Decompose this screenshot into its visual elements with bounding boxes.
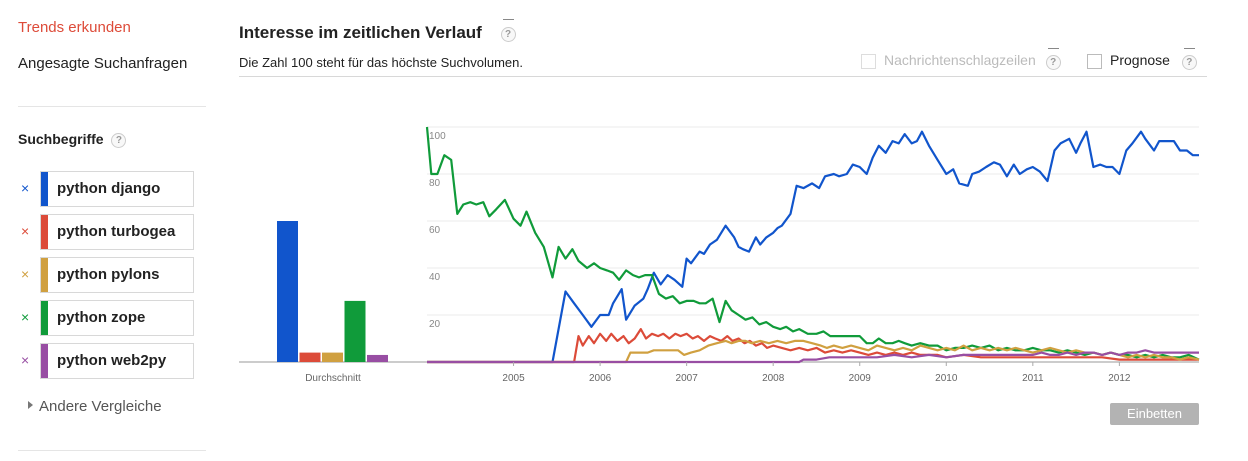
help-icon[interactable]: ? bbox=[1181, 47, 1197, 70]
chart-grid: 20 40 60 80 100 bbox=[427, 126, 1199, 330]
remove-term-icon[interactable]: × bbox=[21, 223, 30, 239]
search-term-input[interactable]: python web2py bbox=[40, 343, 194, 379]
checkbox-icon bbox=[861, 53, 876, 69]
remove-term-icon[interactable]: × bbox=[21, 266, 30, 282]
x-tick-label: 2009 bbox=[849, 373, 872, 384]
remove-term-icon[interactable]: × bbox=[21, 309, 30, 325]
help-icon[interactable]: ? bbox=[500, 18, 516, 44]
series-color-swatch bbox=[41, 344, 48, 378]
series-line[interactable] bbox=[427, 130, 1199, 364]
chart-axes: 2005 2006 2007 2008 2009 2010 2011 2012 bbox=[502, 362, 1131, 384]
nav-trends-explore[interactable]: Trends erkunden bbox=[18, 19, 131, 36]
chart-title: Interesse im zeitlichen Verlauf bbox=[239, 23, 482, 42]
average-bar-chart: Durchschnitt bbox=[239, 221, 1199, 384]
x-tick-label: 2006 bbox=[589, 373, 612, 384]
search-terms-title: Suchbegriffe bbox=[18, 131, 104, 147]
checkbox-icon bbox=[1087, 53, 1102, 69]
average-bar[interactable] bbox=[299, 352, 321, 362]
other-comparisons-toggle[interactable]: Andere Vergleiche bbox=[28, 398, 162, 415]
average-bar[interactable] bbox=[322, 352, 343, 362]
series-color-swatch bbox=[41, 215, 48, 249]
x-tick-label: 2012 bbox=[1108, 373, 1131, 384]
help-glyph: ? bbox=[1045, 54, 1061, 70]
help-icon[interactable]: ? bbox=[1045, 47, 1061, 70]
remove-term-icon[interactable]: × bbox=[21, 352, 30, 368]
average-label: Durchschnitt bbox=[305, 373, 361, 384]
y-tick-label: 60 bbox=[429, 225, 441, 236]
average-bar[interactable] bbox=[367, 354, 388, 362]
forecast-label: Prognose bbox=[1110, 52, 1170, 68]
other-comparisons-label: Andere Vergleiche bbox=[39, 398, 162, 415]
remove-term-icon[interactable]: × bbox=[21, 180, 30, 196]
news-headlines-checkbox[interactable]: Nachrichtenschlagzeilen ? bbox=[861, 47, 1061, 70]
series-line[interactable] bbox=[427, 328, 1199, 364]
line-chart-series bbox=[425, 126, 1200, 364]
search-term-item: × python django bbox=[18, 171, 206, 207]
series-color-swatch bbox=[41, 301, 48, 335]
x-tick-label: 2008 bbox=[762, 373, 785, 384]
help-icon[interactable]: ? bbox=[111, 132, 127, 148]
x-tick-label: 2005 bbox=[502, 373, 525, 384]
series-line[interactable] bbox=[425, 126, 1200, 361]
search-term-item: × python turbogea bbox=[18, 214, 206, 250]
series-color-swatch bbox=[41, 258, 48, 292]
nav-trending-searches[interactable]: Angesagte Suchanfragen bbox=[18, 55, 188, 72]
search-term-label: python web2py bbox=[57, 352, 167, 369]
divider bbox=[18, 450, 206, 451]
y-tick-label: 40 bbox=[429, 272, 441, 283]
x-tick-label: 2011 bbox=[1022, 373, 1044, 384]
search-term-input[interactable]: python zope bbox=[40, 300, 194, 336]
search-term-input[interactable]: python django bbox=[40, 171, 194, 207]
search-term-item: × python pylons bbox=[18, 257, 206, 293]
divider bbox=[18, 106, 206, 107]
chart-subtitle: Die Zahl 100 steht für das höchste Suchv… bbox=[239, 55, 523, 70]
page-title: Interesse im zeitlichen Verlauf ? bbox=[239, 18, 516, 44]
y-tick-label: 100 bbox=[429, 131, 446, 142]
y-tick-label: 80 bbox=[429, 178, 441, 189]
search-term-item: × python zope bbox=[18, 300, 206, 336]
search-term-item: × python web2py bbox=[18, 343, 206, 379]
help-glyph: ? bbox=[500, 26, 516, 42]
series-line[interactable] bbox=[427, 349, 1199, 364]
news-headlines-label: Nachrichtenschlagzeilen bbox=[884, 52, 1036, 68]
series-color-swatch bbox=[41, 172, 48, 206]
search-term-input[interactable]: python pylons bbox=[40, 257, 194, 293]
search-term-label: python turbogea bbox=[57, 223, 176, 240]
x-tick-label: 2007 bbox=[676, 373, 699, 384]
average-bar[interactable] bbox=[344, 300, 366, 362]
search-term-input[interactable]: python turbogea bbox=[40, 214, 194, 250]
forecast-checkbox[interactable]: Prognose ? bbox=[1087, 47, 1197, 70]
header-divider bbox=[239, 76, 1207, 77]
y-tick-label: 20 bbox=[429, 319, 441, 330]
search-term-label: python django bbox=[57, 180, 161, 197]
search-terms-heading: Suchbegriffe ? bbox=[18, 131, 127, 148]
search-term-label: python pylons bbox=[57, 266, 160, 283]
help-glyph: ? bbox=[1181, 54, 1197, 70]
embed-button[interactable]: Einbetten bbox=[1110, 403, 1199, 425]
search-term-label: python zope bbox=[57, 309, 146, 326]
triangle-right-icon bbox=[28, 401, 33, 409]
x-tick-label: 2010 bbox=[935, 373, 958, 384]
average-bar[interactable] bbox=[277, 221, 298, 362]
